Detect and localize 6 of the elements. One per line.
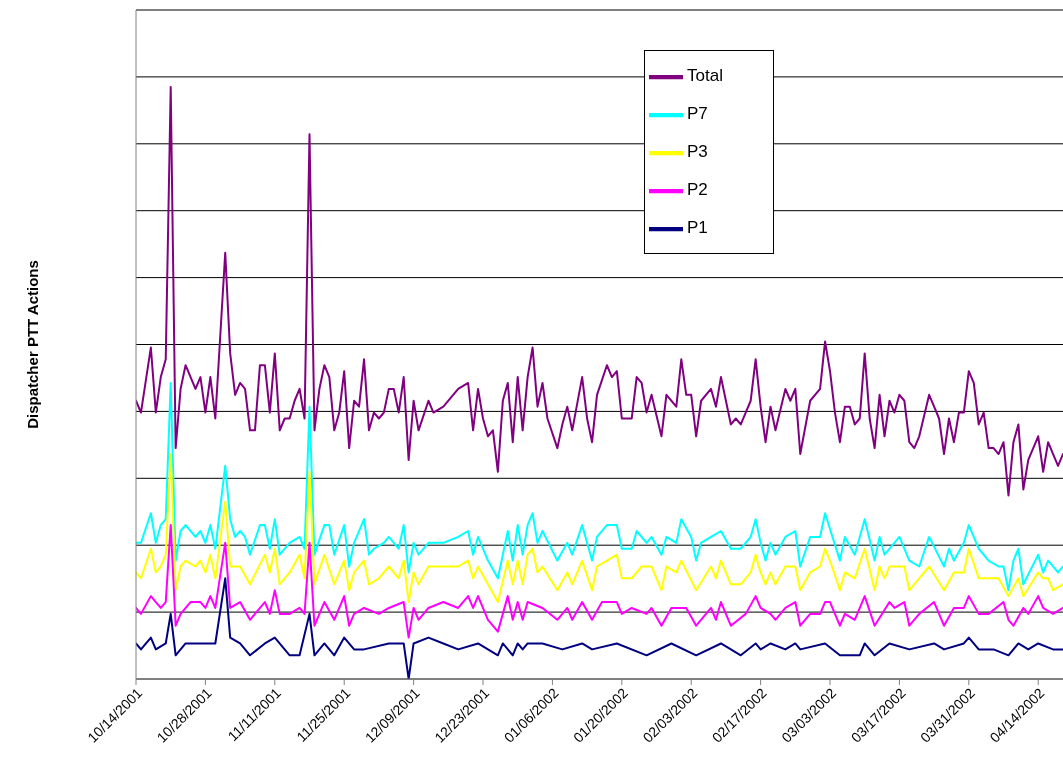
legend-label: P7 bbox=[687, 104, 708, 123]
y-axis-title: Dispatcher PTT Actions bbox=[24, 260, 42, 429]
legend-label: Total bbox=[687, 66, 723, 85]
legend-label: P2 bbox=[687, 180, 708, 199]
legend-label: P1 bbox=[687, 218, 708, 237]
legend-label: P3 bbox=[687, 142, 708, 161]
